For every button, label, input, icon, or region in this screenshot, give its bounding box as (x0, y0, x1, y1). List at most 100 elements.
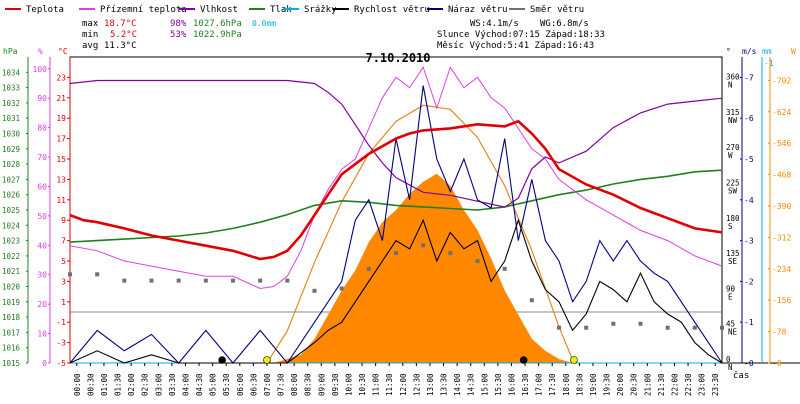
direction-tick-value: 180 (726, 214, 740, 223)
hpa-tick-label: 1024 (2, 221, 21, 230)
direction-tick-label: NW (728, 116, 738, 125)
hour-tick-label: 18:00 (562, 373, 571, 396)
temp-tick-label: 23 (56, 73, 66, 82)
legend-label: Náraz větru (448, 5, 508, 15)
pct-tick-label: 10 (37, 330, 47, 339)
hour-tick-label: 07:30 (277, 373, 286, 396)
hour-tick-label: 15:30 (494, 373, 503, 396)
temp-tick-label: -1 (56, 318, 66, 327)
ms-tick-label: -7 (744, 73, 754, 82)
wind-gust-line (69, 85, 723, 364)
pct-tick-label: 70 (37, 153, 47, 162)
hour-tick-label: 22:00 (670, 373, 679, 396)
hour-tick-label: 02:00 (127, 373, 136, 396)
stats-avg-temp: 11.3°C (104, 41, 137, 51)
wind-direction-point (720, 325, 724, 330)
hpa-tick-label: 1030 (2, 130, 21, 139)
wind-direction-point (529, 298, 534, 303)
wind-direction-point (502, 266, 507, 271)
direction-tick-label: SW (728, 186, 738, 195)
stats-max-rain: 0.0mm (252, 19, 276, 28)
wind-direction-point (312, 288, 317, 293)
temp-tick-label: -3 (56, 339, 66, 348)
hour-tick-label: 12:00 (399, 373, 408, 396)
ms-tick-label: -1 (744, 318, 754, 327)
legend-label: Směr větru (530, 5, 584, 15)
pct-tick-label: 100 (33, 65, 48, 74)
stats-panel: max 18.7°C 98% 1027.6hPa 0.0mm min 5.2°C… (82, 19, 605, 51)
hour-tick-label: 11:30 (385, 373, 394, 396)
hour-tick-label: 13:00 (426, 373, 435, 396)
wind-direction-point (692, 325, 697, 330)
stats-min-label: min (82, 30, 98, 40)
mm-axis-unit: mm (762, 47, 772, 56)
hour-tick-label: 06:30 (249, 373, 258, 396)
legend: Teplota Přízemní teplota Vlhkost Tlak Srážky… (5, 5, 584, 15)
temp-tick-label: 5 (61, 257, 66, 266)
hour-tick-label: 10:00 (344, 373, 353, 396)
stats-min-temp: 5.2°C (110, 30, 137, 40)
wind-direction-point (149, 278, 154, 283)
direction-tick-label: E (728, 292, 733, 301)
hour-tick-label: 00:30 (86, 373, 95, 396)
wind-direction-point (475, 259, 480, 263)
hpa-tick-label: 1018 (2, 313, 21, 322)
hpa-tick-label: 1026 (2, 191, 21, 200)
stats-min-pressure: 1022.9hPa (193, 30, 242, 40)
wind-direction-point (448, 251, 453, 256)
hour-tick-label: 19:00 (589, 373, 598, 396)
legend-label: Vlhkost (200, 5, 238, 15)
stats-sun: Slunce Východ:07:15 Západ:18:33 (437, 30, 605, 40)
hpa-tick-label: 1027 (2, 175, 20, 184)
chart-title: 7.10.2010 (365, 51, 430, 65)
hpa-tick-label: 1020 (2, 283, 21, 292)
hour-tick-label: 14:00 (453, 373, 462, 396)
wind-direction-point (611, 321, 616, 326)
direction-tick-label: SE (728, 257, 738, 266)
stats-max-temp: 18.7°C (104, 19, 137, 29)
hour-tick-label: 11:00 (372, 373, 381, 396)
hpa-tick-label: 1028 (2, 160, 21, 169)
hour-tick-label: 22:30 (684, 373, 693, 396)
moon-rise-marker (218, 356, 226, 364)
legend-label: Teplota (26, 5, 64, 15)
pct-tick-label: 20 (37, 300, 47, 309)
hour-tick-label: 04:30 (195, 373, 204, 396)
temp-tick-label: 19 (56, 114, 66, 123)
pct-tick-label: 80 (37, 124, 47, 133)
x-axis: 00:00 00:30 01:00 01:30 02:00 02:30 03:00 03:30… (73, 363, 720, 396)
stats-wind-gust: WG:6.8m/s (540, 19, 589, 29)
ms-axis-unit: m/s (742, 47, 757, 56)
stats-min-humidity: 53% (170, 30, 187, 40)
pct-tick-label: 30 (37, 271, 47, 280)
temp-tick-label: -5 (56, 359, 66, 368)
wind-direction-point (203, 278, 208, 283)
mm-tick-label: -1 (764, 59, 774, 68)
w-tick-label: -546 (772, 139, 791, 148)
hpa-tick-label: 1033 (2, 84, 20, 93)
plot-area (68, 66, 724, 364)
wind-direction-point (122, 278, 127, 283)
wind-direction-point (285, 278, 290, 283)
wind-direction-point (95, 272, 100, 277)
hour-tick-label: 19:30 (603, 373, 612, 396)
temp-tick-label: 13 (56, 175, 66, 184)
hour-tick-label: 09:00 (317, 373, 326, 396)
hour-tick-label: 09:30 (331, 373, 340, 396)
pct-tick-label: 60 (37, 182, 47, 191)
w-tick-label: -234 (772, 265, 791, 274)
wind-direction-point (557, 325, 561, 330)
direction-tick-value: 0 (726, 355, 731, 364)
stats-max-humidity: 98% (170, 19, 187, 29)
legend-label: Přízemní teplota (100, 5, 187, 15)
pct-tick-label: 90 (37, 94, 47, 103)
hour-tick-label: 21:00 (643, 373, 652, 396)
direction-tick-value: 270 (726, 143, 740, 152)
wind-direction-point (176, 278, 181, 283)
w-tick-label: -156 (772, 296, 791, 305)
hour-tick-label: 17:30 (548, 373, 557, 396)
direction-tick-value: 225 (726, 178, 740, 187)
theoretical-radiation-line (266, 104, 575, 364)
hpa-axis-unit: hPa (3, 47, 18, 56)
